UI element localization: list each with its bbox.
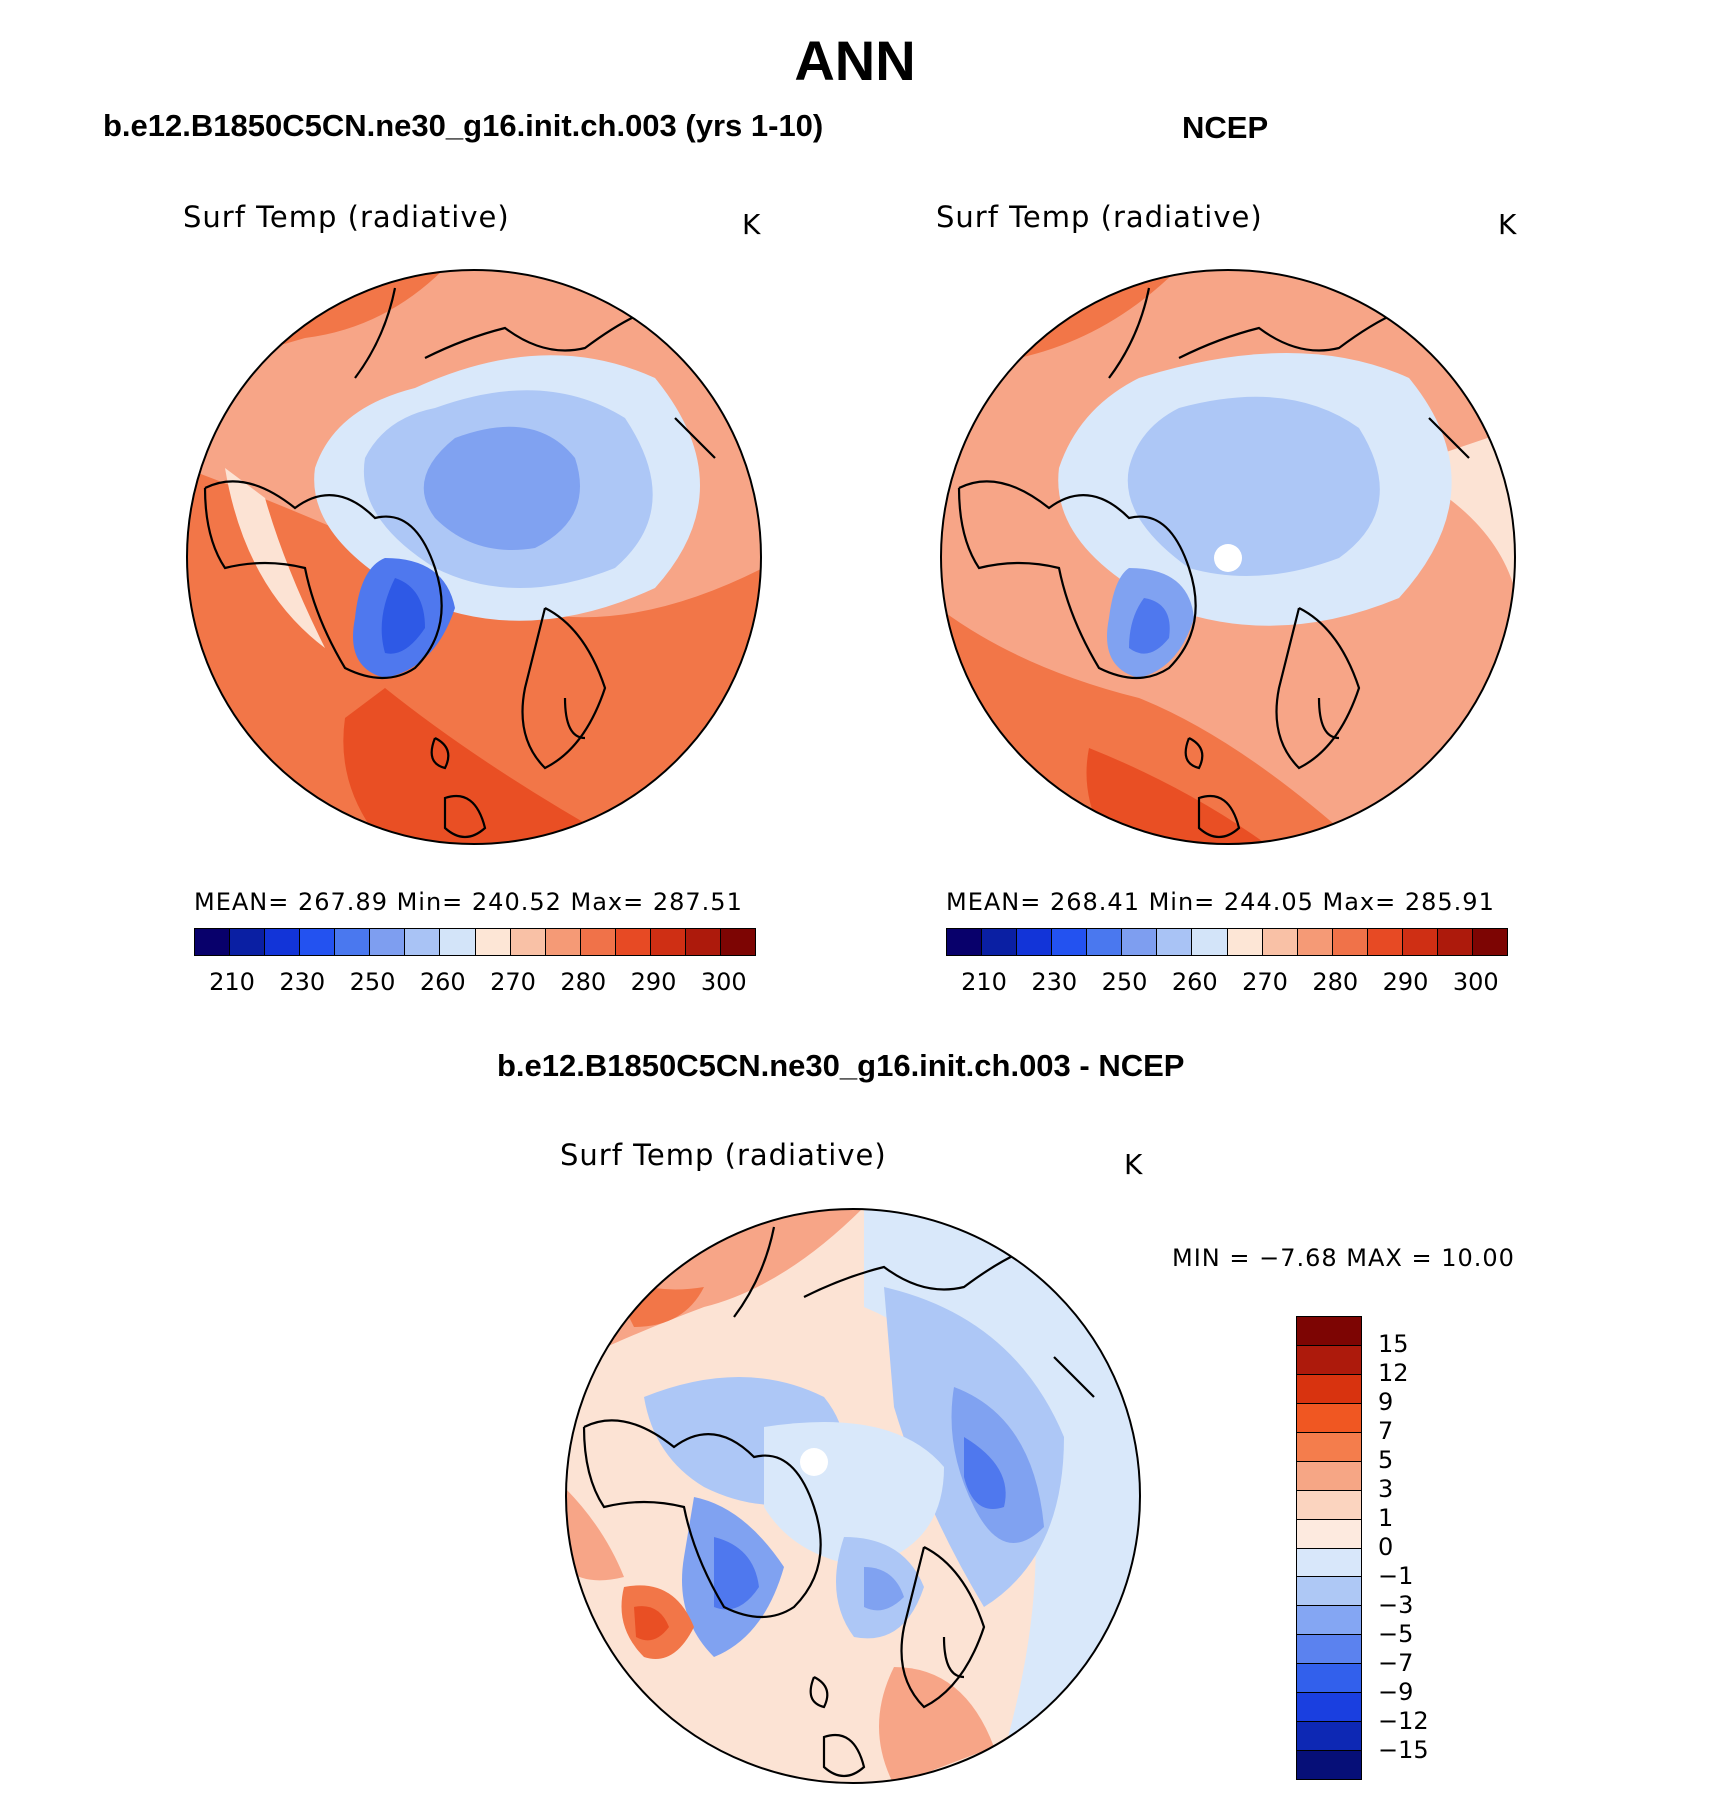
colorbar-tick-label: 260: [419, 968, 466, 996]
colorbar-swatch: [1087, 929, 1123, 955]
colorbar-model: [194, 928, 756, 956]
colorbar-swatch: [1297, 1548, 1361, 1578]
colorbar-swatch: [1297, 1693, 1361, 1723]
unit-label-obs: K: [1498, 208, 1517, 241]
colorbar-tick-label: 250: [349, 968, 396, 996]
colorbar-tick-label: 280: [1312, 968, 1359, 996]
colorbar-tick-label: 9: [1378, 1388, 1394, 1416]
colorbar-swatch: [195, 929, 231, 955]
diff-minmax: MIN = −7.68 MAX = 10.00: [1172, 1244, 1515, 1272]
colorbar-swatch: [1227, 929, 1263, 955]
colorbar-tick-label: 15: [1378, 1330, 1409, 1358]
colorbar-swatch: [947, 929, 983, 955]
unit-label-diff: K: [1124, 1148, 1143, 1181]
colorbar-tick-label: 230: [279, 968, 326, 996]
colorbar-swatch: [1297, 1519, 1361, 1549]
colorbar-swatch: [1052, 929, 1088, 955]
colorbar-tick-label: 210: [961, 968, 1007, 996]
colorbar-swatch: [1192, 929, 1228, 955]
colorbar-tick-label: −7: [1378, 1649, 1414, 1677]
polar-map-diff: [565, 1208, 1141, 1784]
colorbar-tick-label: −9: [1378, 1678, 1414, 1706]
colorbar-swatch: [615, 929, 651, 955]
colorbar-tick-label: 210: [209, 968, 255, 996]
colorbar-tick-label: 0: [1378, 1533, 1394, 1561]
variable-label-diff: Surf Temp (radiative): [560, 1138, 887, 1172]
colorbar-swatch: [1122, 929, 1158, 955]
colorbar-swatch: [1017, 929, 1053, 955]
colorbar-tick-label: 260: [1171, 968, 1218, 996]
colorbar-tick-label: −1: [1378, 1562, 1414, 1590]
colorbar-swatch: [1402, 929, 1438, 955]
colorbar-swatch: [300, 929, 336, 955]
variable-label-obs: Surf Temp (radiative): [936, 200, 1263, 234]
colorbar-swatch: [1297, 1374, 1361, 1404]
colorbar-swatch: [1297, 1490, 1361, 1520]
colorbar-tick-label: 5: [1378, 1446, 1394, 1474]
colorbar-swatch: [1297, 1403, 1361, 1433]
variable-label-model: Surf Temp (radiative): [183, 200, 510, 234]
colorbar-swatch: [1297, 1606, 1361, 1636]
colorbar-tick-label: 7: [1378, 1417, 1394, 1445]
colorbar-tick-label: −15: [1378, 1736, 1429, 1764]
panel-title-obs: NCEP: [1182, 110, 1269, 145]
colorbar-swatch: [1437, 929, 1473, 955]
colorbar-swatch: [1367, 929, 1403, 955]
colorbar-tick-label: 12: [1378, 1359, 1409, 1387]
colorbar-swatch: [1297, 1432, 1361, 1462]
colorbar-swatch: [440, 929, 476, 955]
colorbar-tick-label: 1: [1378, 1504, 1394, 1532]
colorbar-tick-label: 270: [1242, 968, 1288, 996]
panel-title-model: b.e12.B1850C5CN.ne30_g16.init.ch.003 (yr…: [103, 108, 824, 143]
colorbar-swatch: [720, 929, 755, 955]
stats-model: MEAN= 267.89 Min= 240.52 Max= 287.51: [194, 888, 743, 916]
colorbar-swatch: [1297, 1722, 1361, 1752]
colorbar-swatch: [1297, 1577, 1361, 1607]
colorbar-swatch: [1472, 929, 1507, 955]
colorbar-swatch: [1262, 929, 1298, 955]
colorbar-swatch: [475, 929, 511, 955]
diff-panel-title: b.e12.B1850C5CN.ne30_g16.init.ch.003 - N…: [497, 1048, 1185, 1083]
colorbar-diff: [1296, 1316, 1362, 1780]
colorbar-swatch: [1297, 1751, 1361, 1779]
colorbar-swatch: [230, 929, 266, 955]
colorbar-swatch: [1297, 1635, 1361, 1665]
colorbar-tick-label: 270: [490, 968, 536, 996]
colorbar-swatch: [1297, 1345, 1361, 1375]
colorbar-swatch: [1332, 929, 1368, 955]
colorbar-swatch: [1297, 1461, 1361, 1491]
colorbar-obs: [946, 928, 1508, 956]
colorbar-swatch: [545, 929, 581, 955]
colorbar-swatch: [510, 929, 546, 955]
main-title: ANN: [794, 29, 916, 92]
colorbar-swatch: [650, 929, 686, 955]
colorbar-tick-label: 3: [1378, 1475, 1394, 1503]
colorbar-tick-label: 280: [560, 968, 607, 996]
colorbar-swatch: [1297, 1317, 1361, 1346]
colorbar-tick-label: 230: [1031, 968, 1078, 996]
unit-label-model: K: [742, 208, 761, 241]
colorbar-swatch: [685, 929, 721, 955]
colorbar-tick-label: −12: [1378, 1707, 1429, 1735]
polar-map-model: [186, 269, 762, 845]
colorbar-swatch: [405, 929, 441, 955]
colorbar-tick-label: 250: [1101, 968, 1148, 996]
colorbar-tick-label: −3: [1378, 1591, 1414, 1619]
colorbar-swatch: [1157, 929, 1193, 955]
colorbar-tick-label: 300: [700, 968, 747, 996]
colorbar-tick-label: 290: [1382, 968, 1429, 996]
colorbar-swatch: [982, 929, 1018, 955]
colorbar-swatch: [1297, 929, 1333, 955]
colorbar-swatch: [580, 929, 616, 955]
colorbar-tick-label: 300: [1452, 968, 1499, 996]
colorbar-swatch: [1297, 1664, 1361, 1694]
colorbar-swatch: [335, 929, 371, 955]
colorbar-tick-label: 290: [630, 968, 677, 996]
colorbar-swatch: [370, 929, 406, 955]
colorbar-tick-label: −5: [1378, 1620, 1414, 1648]
polar-map-obs: [940, 269, 1516, 845]
stats-obs: MEAN= 268.41 Min= 244.05 Max= 285.91: [946, 888, 1495, 916]
colorbar-swatch: [265, 929, 301, 955]
